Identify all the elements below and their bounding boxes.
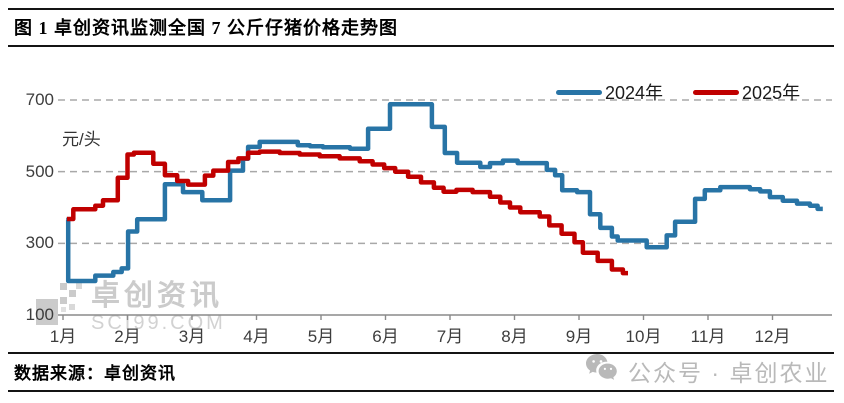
- legend-item-2025: 2025年: [693, 79, 800, 105]
- x-tick-label-6月: 6月: [372, 327, 399, 346]
- x-tick-label-5月: 5月: [307, 327, 335, 346]
- series-line-2025年: [66, 149, 628, 276]
- x-tick-label-7月: 7月: [436, 327, 464, 346]
- x-tick-label-1月: 1月: [49, 327, 77, 346]
- x-tick-label-3月: 3月: [178, 327, 206, 346]
- wechat-icon: [585, 353, 619, 388]
- sci99-pixel-logo-icon: [36, 281, 84, 332]
- legend-label-2025: 2025年: [742, 83, 801, 103]
- x-tick-label-11月: 11月: [690, 327, 726, 346]
- x-tick-label-4月: 4月: [243, 327, 270, 346]
- wechat-watermark-text: 公众号 · 卓创农业: [628, 359, 830, 386]
- figure-title-bar: 图 1 卓创资讯监测全国 7 公斤仔猪价格走势图: [8, 8, 834, 47]
- figure-title: 图 1 卓创资讯监测全国 7 公斤仔猪价格走势图: [14, 18, 398, 38]
- y-tick-label-300: 300: [25, 233, 54, 253]
- x-tick-label-12月: 12月: [754, 327, 791, 346]
- data-source-text: 数据来源：卓创资讯: [14, 364, 176, 383]
- y-tick-label-100: 100: [25, 305, 54, 324]
- series-line-2024年: [65, 102, 823, 284]
- chart-legend: 2024年 2025年: [556, 79, 800, 105]
- sci99-watermark: 卓创资讯 SCI99.COM: [36, 281, 226, 335]
- legend-swatch-2025: [693, 89, 740, 95]
- y-tick-label-700: 700: [25, 90, 54, 109]
- x-tick-label-2月: 2月: [114, 327, 141, 346]
- y-tick-label-500: 500: [25, 161, 54, 181]
- y-axis-unit-label: 元/头: [62, 130, 101, 149]
- figure-footer-bar: 数据来源：卓创资讯: [8, 352, 834, 392]
- sci99-watermark-name: 卓创资讯: [91, 280, 224, 312]
- legend-item-2024: 2024年: [556, 79, 663, 105]
- x-tick-label-8月: 8月: [501, 327, 528, 346]
- sci99-watermark-url: SCI99.COM: [91, 312, 226, 335]
- x-tick-label-9月: 9月: [565, 327, 593, 346]
- legend-label-2024: 2024年: [605, 83, 664, 103]
- legend-swatch-2024: [556, 89, 602, 95]
- x-tick-label-10月: 10月: [625, 327, 662, 346]
- wechat-watermark: 公众号 · 卓创农业: [585, 353, 829, 388]
